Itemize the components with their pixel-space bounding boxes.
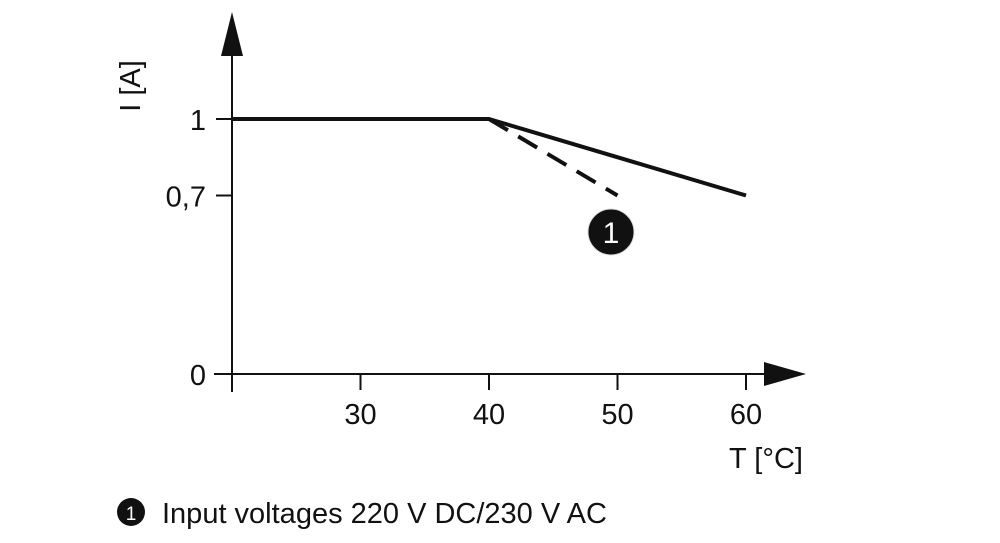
legend-text: Input voltages 220 V DC/230 V AC (162, 498, 607, 530)
x-axis-label: T [°C] (729, 443, 803, 475)
series-marker-1: 1 (587, 208, 635, 256)
x-tick-label: 30 (344, 399, 376, 431)
y-axis-label: I [A] (115, 60, 147, 112)
x-tick-label: 60 (730, 399, 762, 431)
series (232, 117, 747, 198)
x-axis-arrow (764, 362, 806, 386)
y-tick-label: 1 (190, 105, 206, 137)
legend-marker-label: 1 (126, 504, 137, 525)
series-marker-label: 1 (603, 217, 620, 250)
x-tick-label: 40 (473, 399, 505, 431)
dashed-series-line (487, 117, 619, 198)
axes (214, 12, 806, 392)
ticks: 30 40 50 60 0 0,7 1 (166, 105, 762, 431)
legend-marker (117, 498, 145, 526)
y-tick-label: 0,7 (166, 182, 206, 214)
y-tick-label: 0 (190, 360, 206, 392)
legend: 1 Input voltages 220 V DC/230 V AC (117, 498, 607, 530)
solid-series-line (232, 117, 747, 198)
y-axis-arrow (221, 12, 243, 56)
x-tick-label: 50 (601, 399, 633, 431)
